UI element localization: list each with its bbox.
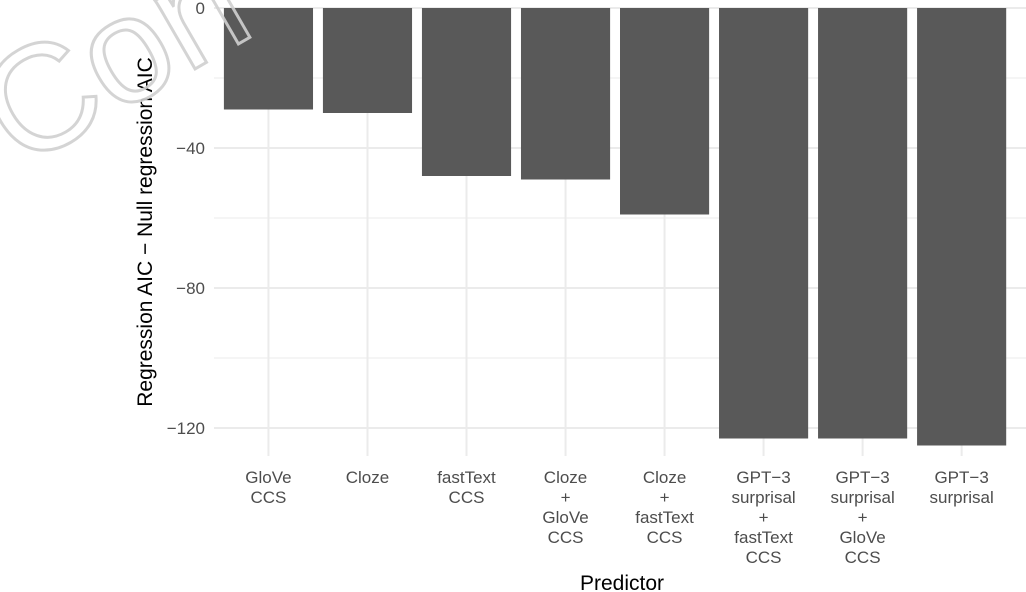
bar: [719, 8, 809, 439]
x-tick-label: Cloze + fastText CCS: [635, 468, 694, 547]
x-tick-label-line: GloVe: [542, 508, 588, 527]
x-tick-label: Cloze + GloVe CCS: [542, 468, 588, 547]
x-tick-label-line: surprisal: [830, 488, 894, 507]
x-tick-label: fastText CCS: [437, 468, 496, 507]
bar: [818, 8, 908, 439]
x-axis-title: Predictor: [580, 572, 664, 592]
x-tick-label-line: CCS: [449, 488, 485, 507]
bar: [520, 8, 611, 180]
x-tick-label-line: +: [858, 508, 868, 527]
x-tick-label-line: Cloze: [643, 468, 686, 487]
bar: [620, 8, 710, 215]
x-tick-label-line: surprisal: [731, 488, 795, 507]
bar: [223, 8, 314, 110]
x-tick-label-line: GloVe: [839, 528, 885, 547]
x-tick-label-line: CCS: [251, 488, 287, 507]
x-tick-label-line: Cloze: [346, 468, 389, 487]
bar: [322, 8, 413, 113]
y-axis-ticks: 0 −40 −80 −120: [167, 0, 205, 438]
x-tick-label-line: fastText: [734, 528, 793, 547]
x-tick-label: GPT−3 surprisal + fastText CCS: [731, 468, 795, 567]
bar: [917, 8, 1007, 446]
x-tick-label-line: fastText: [437, 468, 496, 487]
bar: [421, 8, 512, 176]
x-tick-label-line: GPT−3: [835, 468, 889, 487]
x-tick-label-line: CCS: [845, 548, 881, 567]
bars: [223, 8, 1007, 446]
x-tick-label: GloVe CCS: [245, 468, 291, 507]
x-tick-label: Cloze: [346, 468, 389, 487]
x-tick-label-line: GPT−3: [934, 468, 988, 487]
x-tick-label-line: surprisal: [930, 488, 994, 507]
y-tick-label: −80: [176, 279, 205, 298]
x-tick-label-line: +: [561, 488, 571, 507]
x-tick-label-line: GloVe: [245, 468, 291, 487]
y-axis-title: Regression AIC − Null regression AIC: [134, 57, 157, 407]
x-tick-label-line: Cloze: [544, 468, 587, 487]
x-tick-label: GPT−3 surprisal + GloVe CCS: [830, 468, 894, 567]
x-tick-label-line: +: [660, 488, 670, 507]
x-tick-label-line: CCS: [548, 528, 584, 547]
x-tick-label: GPT−3 surprisal: [930, 468, 994, 507]
x-tick-label-line: +: [759, 508, 769, 527]
y-tick-label: −120: [167, 419, 205, 438]
x-tick-label-line: fastText: [635, 508, 694, 527]
x-tick-label-line: GPT−3: [736, 468, 790, 487]
y-tick-label: 0: [196, 0, 205, 18]
x-tick-label-line: CCS: [647, 528, 683, 547]
x-tick-label-line: CCS: [746, 548, 782, 567]
y-tick-label: −40: [176, 139, 205, 158]
